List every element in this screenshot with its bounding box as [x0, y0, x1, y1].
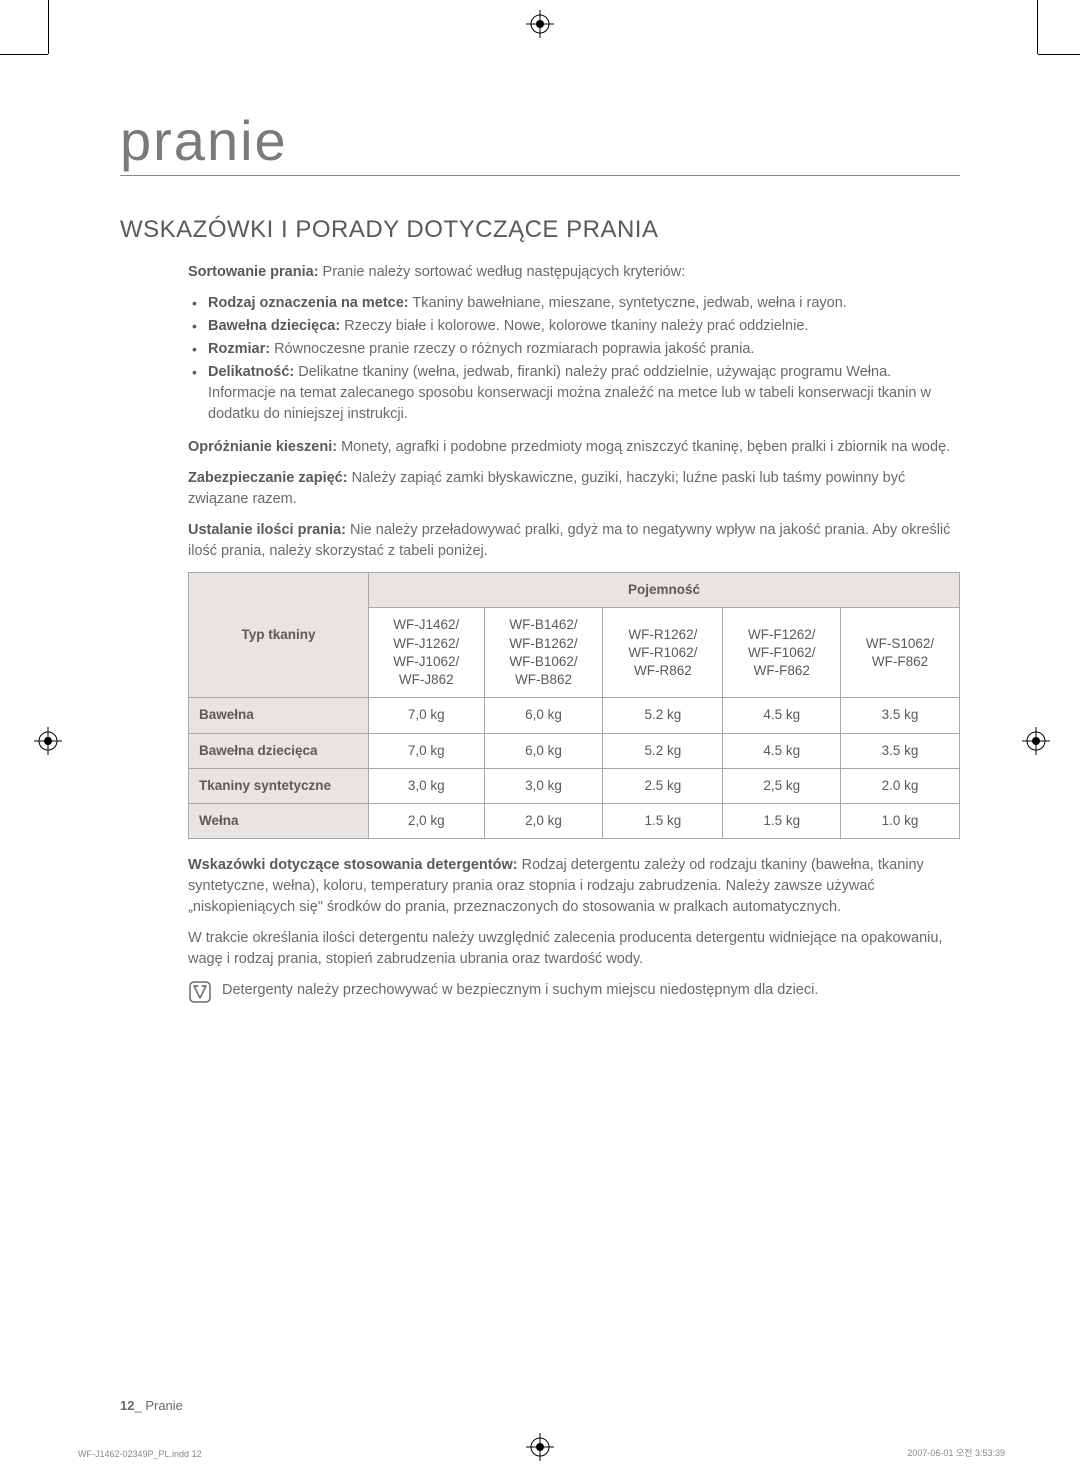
list-item: Delikatność: Delikatne tkaniny (wełna, j… [188, 362, 960, 425]
cell: 7,0 kg [369, 733, 485, 768]
detergent-label: Wskazówki dotyczące stosowania detergent… [188, 857, 518, 873]
fasteners-label: Zabezpieczanie zapięć: [188, 470, 348, 486]
load-para: Ustalanie ilości prania: Nie należy prze… [188, 520, 960, 562]
registration-mark-icon [526, 10, 554, 38]
sorting-criteria-list: Rodzaj oznaczenia na metce: Tkaniny bawe… [188, 293, 960, 425]
table-row: Bawełna 7,0 kg 6,0 kg 5.2 kg 4.5 kg 3.5 … [189, 698, 960, 733]
cell: 2,0 kg [369, 803, 485, 838]
chapter-title: pranie [120, 108, 960, 176]
list-item: Rodzaj oznaczenia na metce: Tkaniny bawe… [188, 293, 960, 314]
bullet-text: Równoczesne pranie rzeczy o różnych rozm… [270, 341, 754, 357]
bullet-text: Rzeczy białe i kolorowe. Nowe, kolorowe … [340, 318, 808, 334]
table-row: Tkaniny syntetyczne 3,0 kg 3,0 kg 2.5 kg… [189, 768, 960, 803]
footer-separator: _ [134, 1398, 145, 1413]
note-icon [188, 980, 212, 1009]
list-item: Bawełna dziecięca: Rzeczy białe i koloro… [188, 316, 960, 337]
row-type: Bawełna dziecięca [189, 733, 369, 768]
sorting-text: Pranie należy sortować według następując… [319, 264, 686, 280]
col-header-type: Typ tkaniny [189, 573, 369, 698]
model-cell: WF-J1462/ WF-J1262/ WF-J1062/ WF-J862 [369, 608, 485, 698]
pockets-label: Opróżnianie kieszeni: [188, 439, 337, 455]
capacity-table: Typ tkaniny Pojemność WF-J1462/ WF-J1262… [188, 572, 960, 839]
row-type: Tkaniny syntetyczne [189, 768, 369, 803]
footer-section: Pranie [145, 1398, 183, 1413]
cell: 4.5 kg [723, 733, 841, 768]
crop-mark [0, 54, 48, 55]
registration-mark-icon [526, 1433, 554, 1461]
row-type: Bawełna [189, 698, 369, 733]
crop-mark [1037, 0, 1038, 54]
table-row: Bawełna dziecięca 7,0 kg 6,0 kg 5.2 kg 4… [189, 733, 960, 768]
cell: 3.5 kg [841, 733, 960, 768]
bullet-label: Rozmiar: [208, 341, 270, 357]
footer-page-number: 12 [120, 1398, 134, 1413]
content-block: Sortowanie prania: Pranie należy sortowa… [120, 262, 960, 1009]
model-cell: WF-S1062/ WF-F862 [841, 608, 960, 698]
table-header-row: Typ tkaniny Pojemność [189, 573, 960, 608]
model-cell: WF-R1262/ WF-R1062/ WF-R862 [603, 608, 723, 698]
cell: 6,0 kg [484, 733, 603, 768]
sorting-intro: Sortowanie prania: Pranie należy sortowa… [188, 262, 960, 283]
bullet-text: Delikatne tkaniny (wełna, jedwab, firank… [208, 364, 931, 422]
model-cell: WF-B1462/ WF-B1262/ WF-B1062/ WF-B862 [484, 608, 603, 698]
registration-mark-icon [1022, 727, 1050, 755]
cell: 5.2 kg [603, 733, 723, 768]
section-title: WSKAZÓWKI I PORADY DOTYCZĄCE PRANIA [120, 216, 960, 244]
bullet-label: Rodzaj oznaczenia na metce: [208, 295, 409, 311]
cell: 3,0 kg [369, 768, 485, 803]
page-content: pranie WSKAZÓWKI I PORADY DOTYCZĄCE PRAN… [0, 0, 1080, 1069]
cell: 4.5 kg [723, 698, 841, 733]
bullet-label: Delikatność: [208, 364, 294, 380]
col-header-capacity: Pojemność [369, 573, 960, 608]
table-row: Wełna 2,0 kg 2,0 kg 1.5 kg 1.5 kg 1.0 kg [189, 803, 960, 838]
pockets-para: Opróżnianie kieszeni: Monety, agrafki i … [188, 437, 960, 458]
cell: 2.0 kg [841, 768, 960, 803]
cell: 3,0 kg [484, 768, 603, 803]
row-type: Wełna [189, 803, 369, 838]
pockets-text: Monety, agrafki i podobne przedmioty mog… [337, 439, 950, 455]
print-info-timestamp: 2007-06-01 오전 3:53:39 [907, 1446, 1005, 1459]
note-block: Detergenty należy przechowywać w bezpiec… [188, 980, 960, 1009]
crop-mark [48, 0, 49, 54]
note-text: Detergenty należy przechowywać w bezpiec… [222, 980, 818, 1001]
cell: 5.2 kg [603, 698, 723, 733]
registration-mark-icon [34, 727, 62, 755]
cell: 1.5 kg [603, 803, 723, 838]
bullet-label: Bawełna dziecięca: [208, 318, 340, 334]
sorting-label: Sortowanie prania: [188, 264, 319, 280]
bullet-text: Tkaniny bawełniane, mieszane, syntetyczn… [409, 295, 847, 311]
load-label: Ustalanie ilości prania: [188, 522, 346, 538]
model-cell: WF-F1262/ WF-F1062/ WF-F862 [723, 608, 841, 698]
cell: 6,0 kg [484, 698, 603, 733]
list-item: Rozmiar: Równoczesne pranie rzeczy o róż… [188, 339, 960, 360]
cell: 1.5 kg [723, 803, 841, 838]
cell: 2,0 kg [484, 803, 603, 838]
detergent-para: Wskazówki dotyczące stosowania detergent… [188, 855, 960, 918]
detergent-follow-para: W trakcie określania ilości detergentu n… [188, 928, 960, 970]
cell: 3.5 kg [841, 698, 960, 733]
cell: 2,5 kg [723, 768, 841, 803]
cell: 2.5 kg [603, 768, 723, 803]
cell: 7,0 kg [369, 698, 485, 733]
crop-mark [1038, 54, 1080, 55]
fasteners-para: Zabezpieczanie zapięć: Należy zapiąć zam… [188, 468, 960, 510]
page-footer: 12_ Pranie [120, 1398, 183, 1413]
print-info-filename: WF-J1462-02349P_PL.indd 12 [78, 1449, 202, 1459]
cell: 1.0 kg [841, 803, 960, 838]
